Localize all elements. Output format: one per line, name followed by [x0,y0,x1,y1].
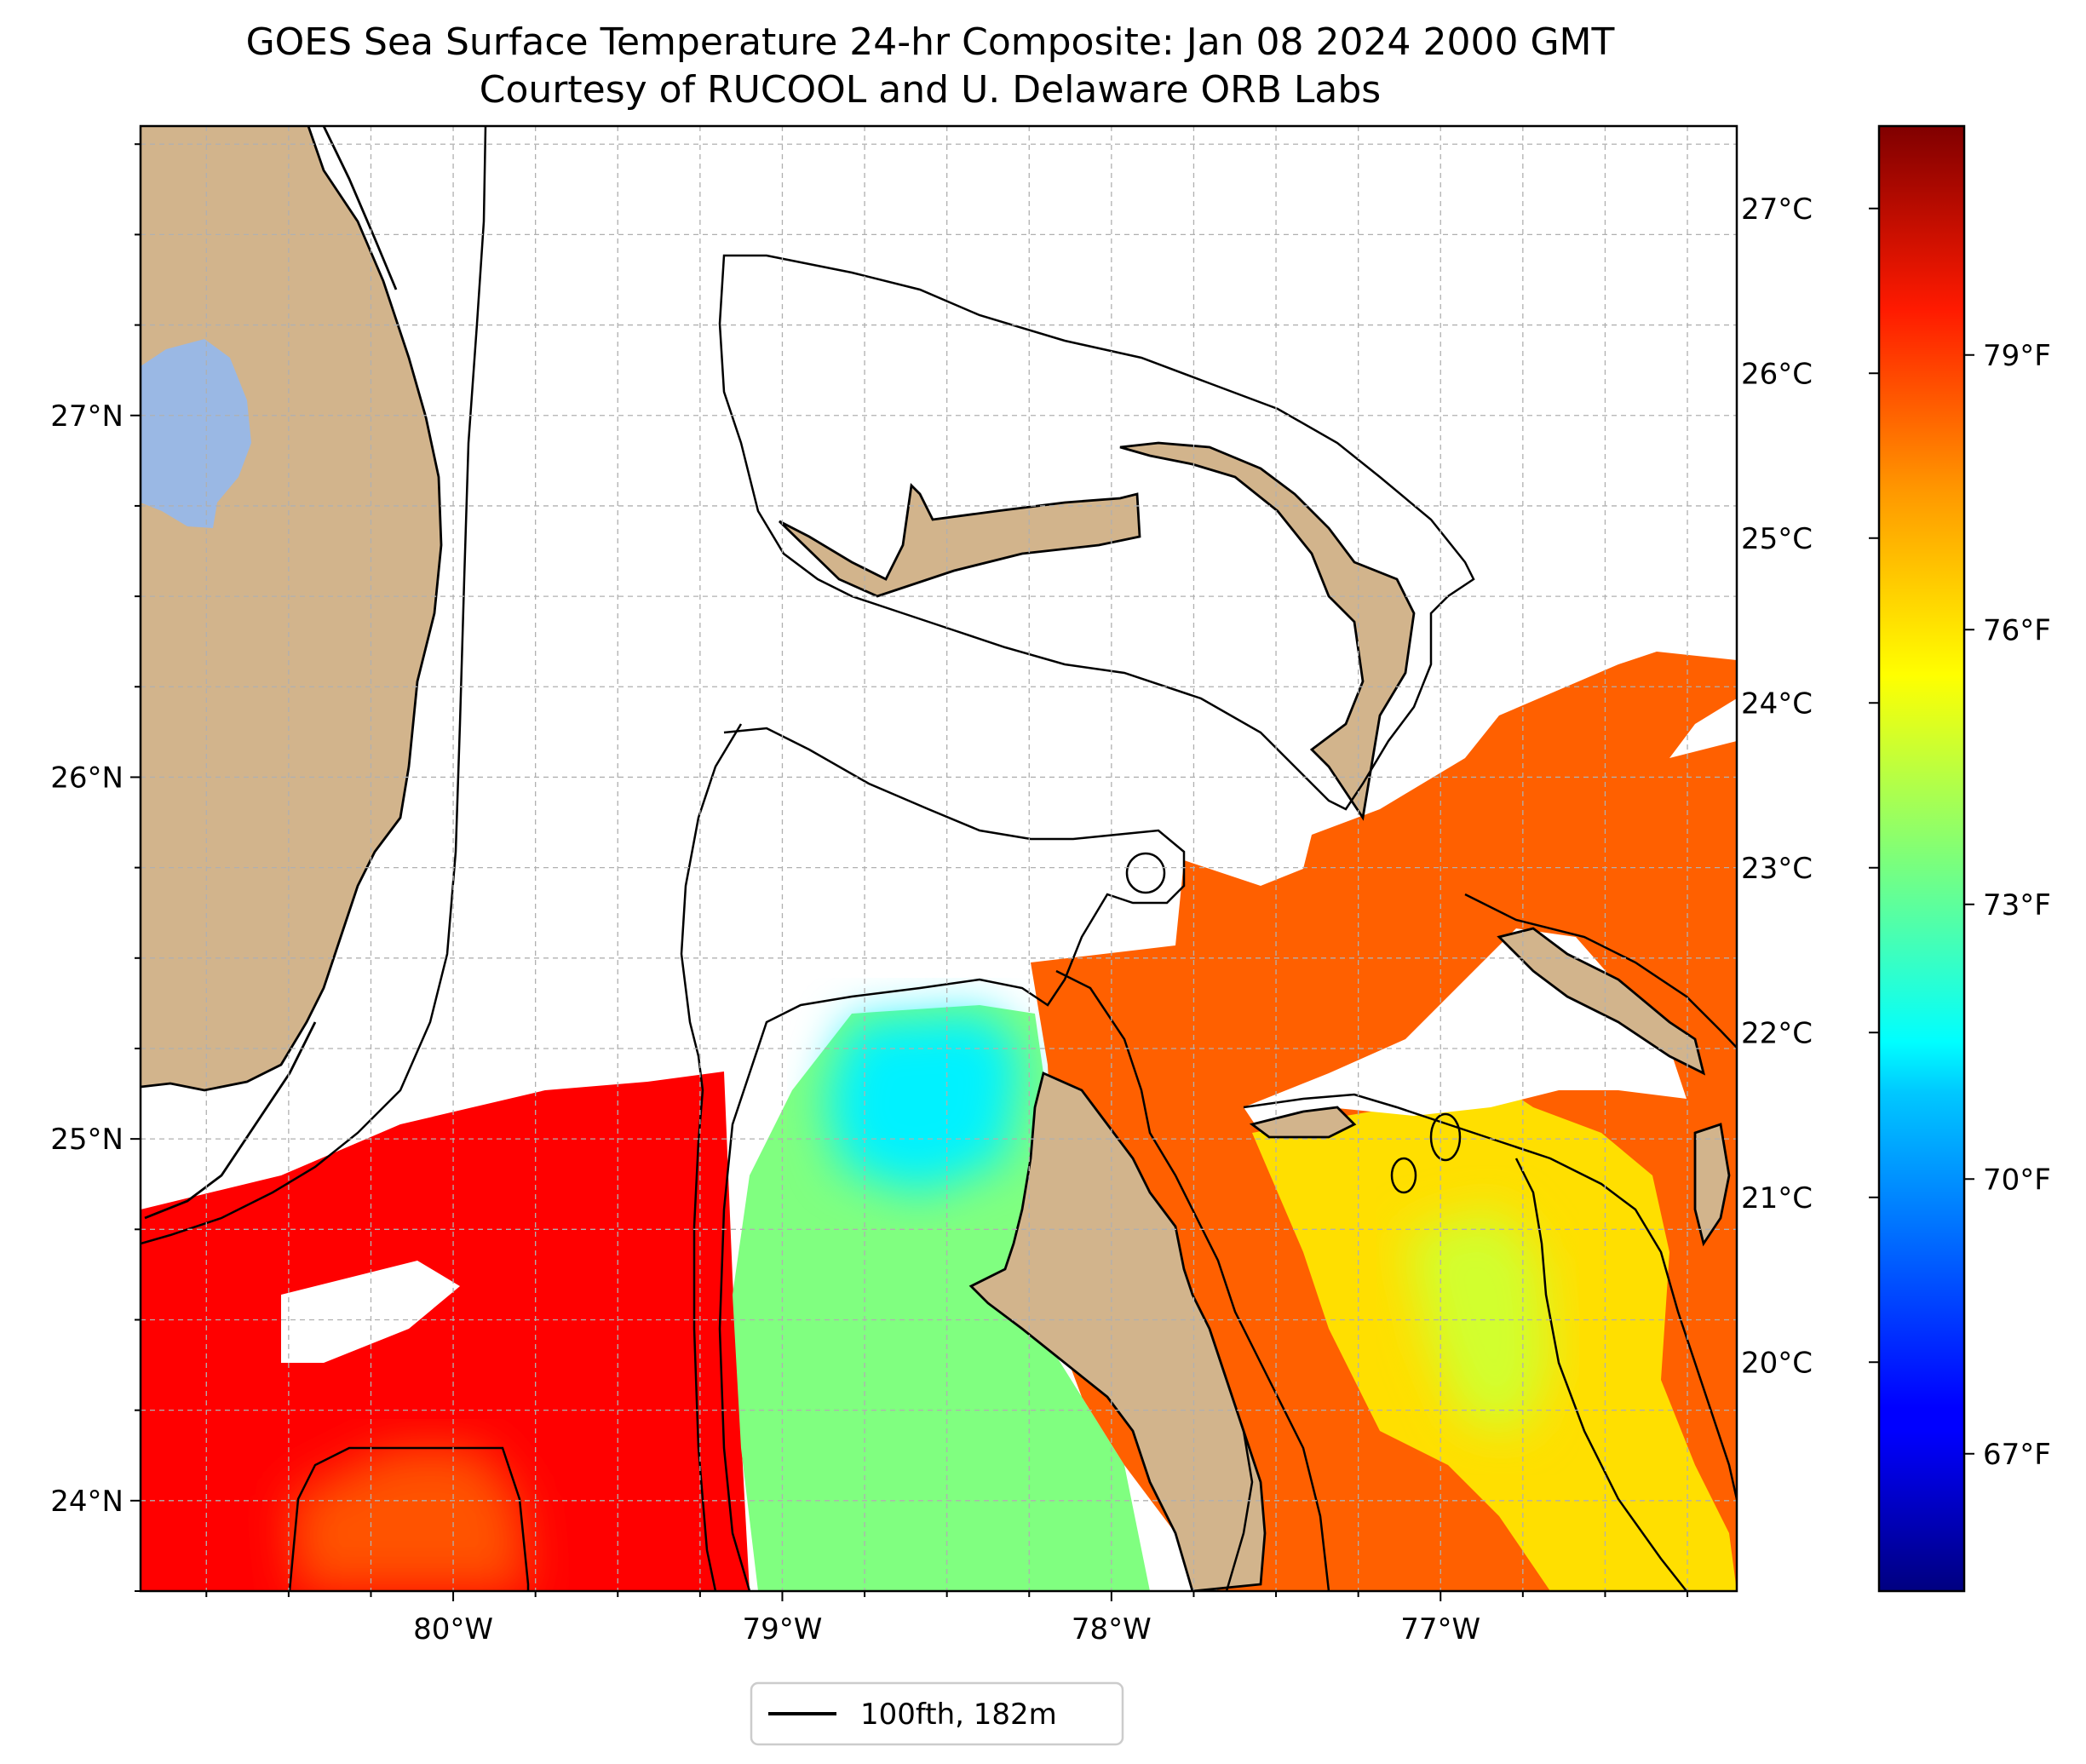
axis-ticks [130,143,1689,1601]
lat-tick-label: 27°N [50,399,124,434]
colorbar-labels: 67°F 70°F 73°F 76°F 79°F 20°C 21°C 22°C 23°C 24°C… [1741,192,2051,1472]
lat-tick-label: 26°N [50,761,124,795]
coast-florida-inlet [322,126,398,290]
lat-tick-label: 24°N [50,1485,124,1519]
celsius-tick-label: 22°C [1741,1016,1813,1050]
chart-subtitle: Courtesy of RUCOOL and U. Delaware ORB L… [480,68,1381,112]
lon-tick-label: 79°W [743,1612,823,1646]
sst-region-tongue-of-ocean [733,1005,1150,1591]
gridlines [141,126,1737,1591]
lake-okeechobee [141,339,251,528]
fahrenheit-tick-label: 79°F [1983,339,2051,373]
celsius-tick-label: 20°C [1741,1346,1813,1380]
fahrenheit-tick-label: 70°F [1983,1163,2051,1197]
coast-florida-keys [144,1021,317,1220]
celsius-tick-label: 24°C [1741,687,1813,721]
land-andros [971,1073,1265,1591]
coast-abaco [1119,441,1416,821]
fahrenheit-tick-label: 76°F [1983,613,2051,647]
isobath-florida-shelf [141,126,487,1245]
colorbar: 67°F 70°F 73°F 76°F 79°F 20°C 21°C 22°C 23°C 24°C… [1741,124,2051,1593]
legend: 100fth, 182m [750,1681,1124,1746]
isobath-little-bahama-bank [718,254,1475,811]
colorbar-gradient [1877,124,1966,1593]
legend-label: 100fth, 182m [860,1698,1057,1732]
coast-andros [968,1072,1267,1591]
chart-title: GOES Sea Surface Temperature 24-hr Compo… [246,20,1615,64]
legend-box [750,1681,1124,1746]
isobath-tongue-east [1055,969,1330,1591]
lon-tick-label: 78°W [1072,1612,1152,1646]
isobath-east-right [1464,893,1737,1049]
cloud-gap-northeast [1669,698,1737,758]
isobath-straits-south [288,1446,530,1591]
celsius-tick-label: 23°C [1741,852,1813,886]
lon-tick-label: 77°W [1400,1612,1480,1646]
coast-florida [141,126,443,1092]
coast-eleuthera [1249,1106,1357,1139]
land-east-islands [1499,928,1704,1073]
sst-region-deep-straits-south [290,1448,528,1591]
coastlines [141,126,1731,1591]
axis-labels: 80°W 79°W 78°W 77°W 24°N 25°N 26°N 27°N [50,399,1480,1646]
celsius-tick-label: 26°C [1741,357,1813,391]
land-grand-bahama [779,486,1140,596]
celsius-tick-label: 27°C [1741,192,1813,227]
coast-east-islands [1497,927,1706,1076]
sst-region-straits-south [141,1072,750,1591]
map-area [141,126,1737,1591]
sst-region-exuma-core [1405,1210,1550,1431]
map-frame [139,124,1738,1593]
isobath-exuma-sound [1243,1093,1737,1500]
isobath-exuma-inner [1514,1158,1687,1591]
coast-grand-bahama [779,483,1141,598]
lat-tick-label: 25°N [50,1123,124,1157]
colorbar-ticks [1869,207,1974,1455]
fahrenheit-tick-label: 73°F [1983,888,2051,922]
isobath-bank-ellipse-2 [1390,1157,1417,1194]
sst-region-tongue-core [826,1014,1022,1192]
isobath-bank-ellipse-1 [1429,1112,1462,1162]
coast-cat-island [1693,1123,1731,1247]
isobath-bimini [1125,852,1166,894]
land-eleuthera [1252,1107,1354,1137]
celsius-tick-label: 21°C [1741,1181,1813,1215]
lon-tick-label: 80°W [413,1612,493,1646]
isobath-great-bahama-bank-west [718,727,1186,1591]
celsius-tick-label: 25°C [1741,522,1813,556]
fahrenheit-tick-label: 67°F [1983,1438,2051,1472]
